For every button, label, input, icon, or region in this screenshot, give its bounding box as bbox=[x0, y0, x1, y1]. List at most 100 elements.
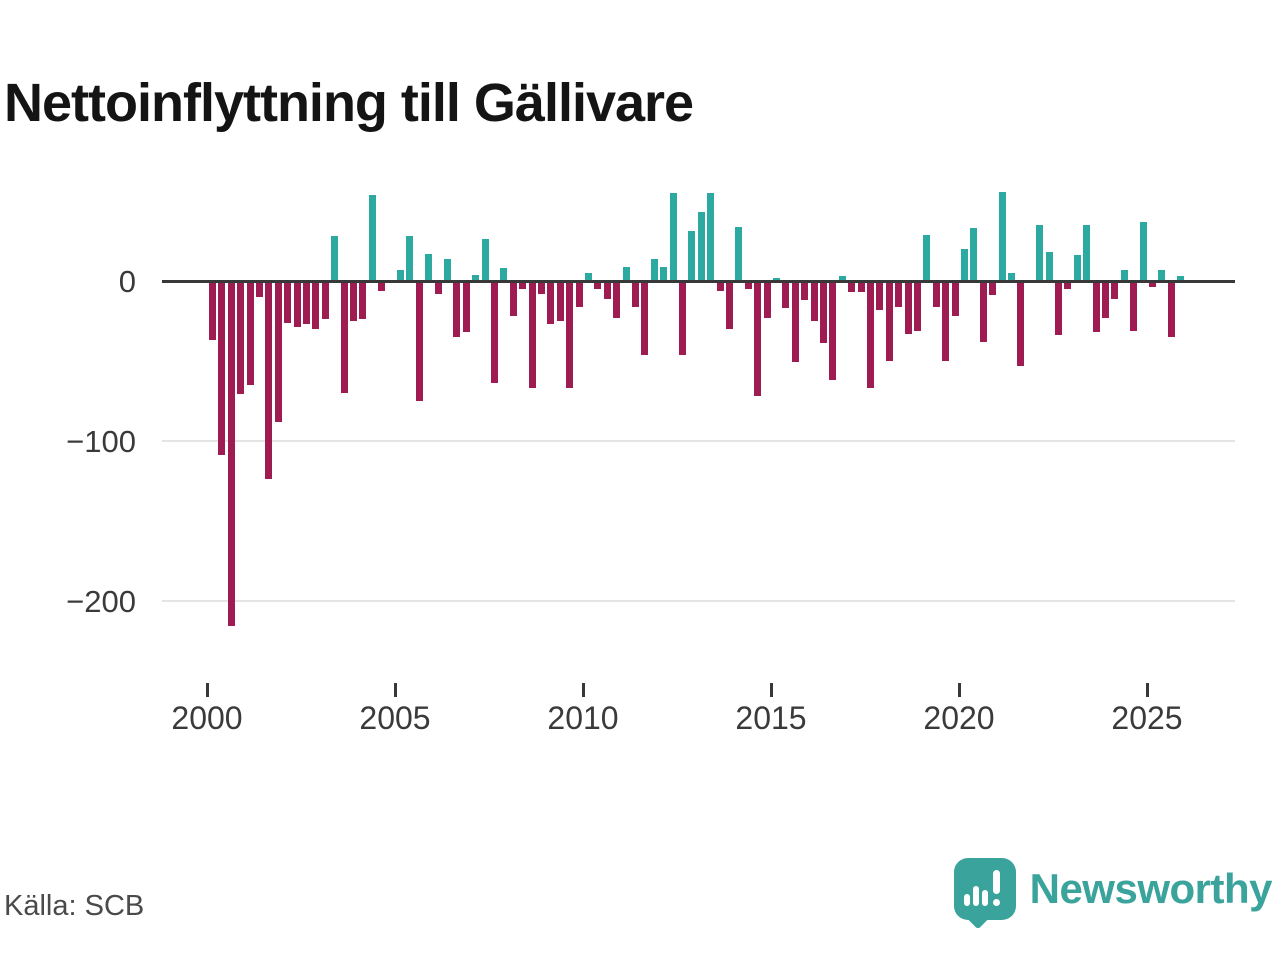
bar-2004-Q2 bbox=[368, 194, 376, 281]
bar-2024-Q3 bbox=[1130, 281, 1138, 331]
bar-2003-Q4 bbox=[350, 281, 357, 321]
newsworthy-wordmark: Newsworthy bbox=[1029, 865, 1273, 912]
x-axis-tick-2020 bbox=[957, 683, 961, 697]
bar-2019-Q1 bbox=[923, 234, 931, 281]
newsworthy-chart-bubble-icon bbox=[953, 858, 1016, 930]
bar-2013-Q4 bbox=[726, 281, 733, 329]
source-note: Källa: SCB bbox=[4, 890, 145, 922]
y-axis-label--200: −200 bbox=[66, 583, 136, 619]
x-axis-tick-2005 bbox=[393, 683, 397, 697]
bar-2009-Q1 bbox=[547, 281, 555, 325]
bar-2015-Q3 bbox=[791, 281, 799, 363]
bar-2017-Q3 bbox=[867, 281, 874, 389]
page-title: Nettoinflyttning till Gällivare bbox=[4, 73, 694, 134]
bar-2010-Q4 bbox=[613, 281, 621, 318]
bar-2016-Q3 bbox=[829, 281, 837, 381]
logo-exclamation-dot bbox=[992, 899, 1000, 906]
logo-bar-2 bbox=[972, 886, 979, 906]
bar-2023-Q1 bbox=[1073, 255, 1081, 281]
bar-2006-Q1 bbox=[434, 281, 442, 294]
bar-2021-Q1 bbox=[998, 191, 1006, 281]
bar-2005-Q1 bbox=[397, 269, 404, 281]
bar-2004-Q1 bbox=[359, 281, 367, 320]
x-axis-tick-2015 bbox=[769, 683, 773, 697]
bar-2015-Q4 bbox=[801, 281, 809, 301]
bar-2025-Q3 bbox=[1167, 281, 1175, 337]
bar-2009-Q3 bbox=[566, 281, 574, 389]
bar-2005-Q4 bbox=[425, 253, 433, 281]
bar-2022-Q4 bbox=[1064, 281, 1072, 289]
bar-2001-Q3 bbox=[265, 281, 273, 480]
bar-2025-Q1 bbox=[1149, 281, 1156, 288]
bar-2018-Q4 bbox=[914, 281, 921, 331]
bar-2006-Q3 bbox=[453, 281, 461, 337]
bar-2004-Q3 bbox=[378, 281, 386, 291]
x-axis-label-2020: 2020 bbox=[923, 700, 995, 736]
bar-2002-Q2 bbox=[293, 281, 301, 328]
bar-2019-Q4 bbox=[951, 281, 959, 317]
bar-2013-Q3 bbox=[716, 281, 724, 291]
bar-2008-Q4 bbox=[538, 281, 545, 294]
bar-2016-Q2 bbox=[820, 281, 827, 344]
bar-2001-Q4 bbox=[274, 281, 282, 422]
logo-exclamation-mark bbox=[992, 870, 1000, 894]
bar-2020-Q1 bbox=[961, 249, 968, 281]
gridline--200 bbox=[162, 599, 1235, 602]
bar-2021-Q2 bbox=[1008, 273, 1015, 281]
bar-2019-Q2 bbox=[932, 281, 940, 307]
bar-2011-Q3 bbox=[641, 281, 649, 355]
y-axis-label--100: −100 bbox=[66, 423, 136, 459]
x-axis-zero-line bbox=[162, 279, 1235, 283]
bar-2012-Q3 bbox=[679, 281, 686, 355]
bar-2023-Q4 bbox=[1102, 281, 1109, 318]
bar-2008-Q1 bbox=[509, 281, 517, 317]
x-axis-label-2010: 2010 bbox=[547, 700, 619, 736]
bar-2001-Q1 bbox=[246, 281, 254, 385]
bar-2018-Q2 bbox=[895, 281, 903, 307]
bar-2006-Q4 bbox=[462, 281, 470, 333]
bar-2007-Q4 bbox=[500, 268, 508, 281]
bar-2003-Q1 bbox=[321, 281, 329, 320]
newsworthy-logo: Newsworthy bbox=[953, 858, 1273, 930]
bar-2014-Q4 bbox=[763, 281, 771, 318]
bar-2016-Q4 bbox=[838, 276, 846, 281]
bar-2001-Q2 bbox=[256, 281, 263, 297]
bar-2002-Q1 bbox=[284, 281, 292, 323]
bar-2018-Q3 bbox=[904, 281, 912, 334]
x-axis-label-2015: 2015 bbox=[735, 700, 807, 736]
bar-2014-Q1 bbox=[735, 226, 743, 281]
x-axis-tick-2025 bbox=[1145, 683, 1149, 697]
bar-2025-Q4 bbox=[1177, 276, 1185, 281]
bar-2003-Q3 bbox=[340, 281, 348, 393]
bar-2000-Q3 bbox=[227, 281, 235, 627]
bar-2017-Q2 bbox=[857, 281, 865, 293]
logo-bar-1 bbox=[963, 894, 970, 906]
bar-2020-Q2 bbox=[970, 228, 978, 281]
bar-2006-Q2 bbox=[444, 258, 451, 281]
bar-2011-Q1 bbox=[622, 266, 630, 281]
bar-2010-Q3 bbox=[603, 281, 611, 299]
x-axis-tick-2000 bbox=[205, 683, 209, 697]
bar-2009-Q2 bbox=[556, 281, 564, 321]
gridline--100 bbox=[162, 439, 1235, 442]
bar-2023-Q3 bbox=[1092, 281, 1100, 333]
bar-2022-Q3 bbox=[1055, 281, 1062, 336]
bar-2012-Q4 bbox=[688, 231, 696, 281]
bar-2002-Q4 bbox=[312, 281, 320, 329]
x-axis-label-2000: 2000 bbox=[171, 700, 243, 736]
bar-2022-Q1 bbox=[1036, 225, 1044, 281]
bar-2007-Q3 bbox=[491, 281, 498, 384]
bar-2011-Q2 bbox=[632, 281, 639, 307]
bar-2007-Q1 bbox=[472, 274, 480, 281]
bar-2024-Q2 bbox=[1120, 269, 1128, 281]
bar-2017-Q1 bbox=[848, 281, 856, 293]
bar-2008-Q3 bbox=[528, 281, 536, 389]
bar-2023-Q2 bbox=[1083, 225, 1091, 281]
bar-2014-Q3 bbox=[754, 281, 762, 397]
bar-2009-Q4 bbox=[575, 281, 583, 307]
bar-2017-Q4 bbox=[876, 281, 884, 310]
bar-2024-Q1 bbox=[1111, 281, 1119, 299]
bar-2000-Q1 bbox=[209, 281, 216, 341]
bar-2013-Q1 bbox=[697, 212, 705, 281]
